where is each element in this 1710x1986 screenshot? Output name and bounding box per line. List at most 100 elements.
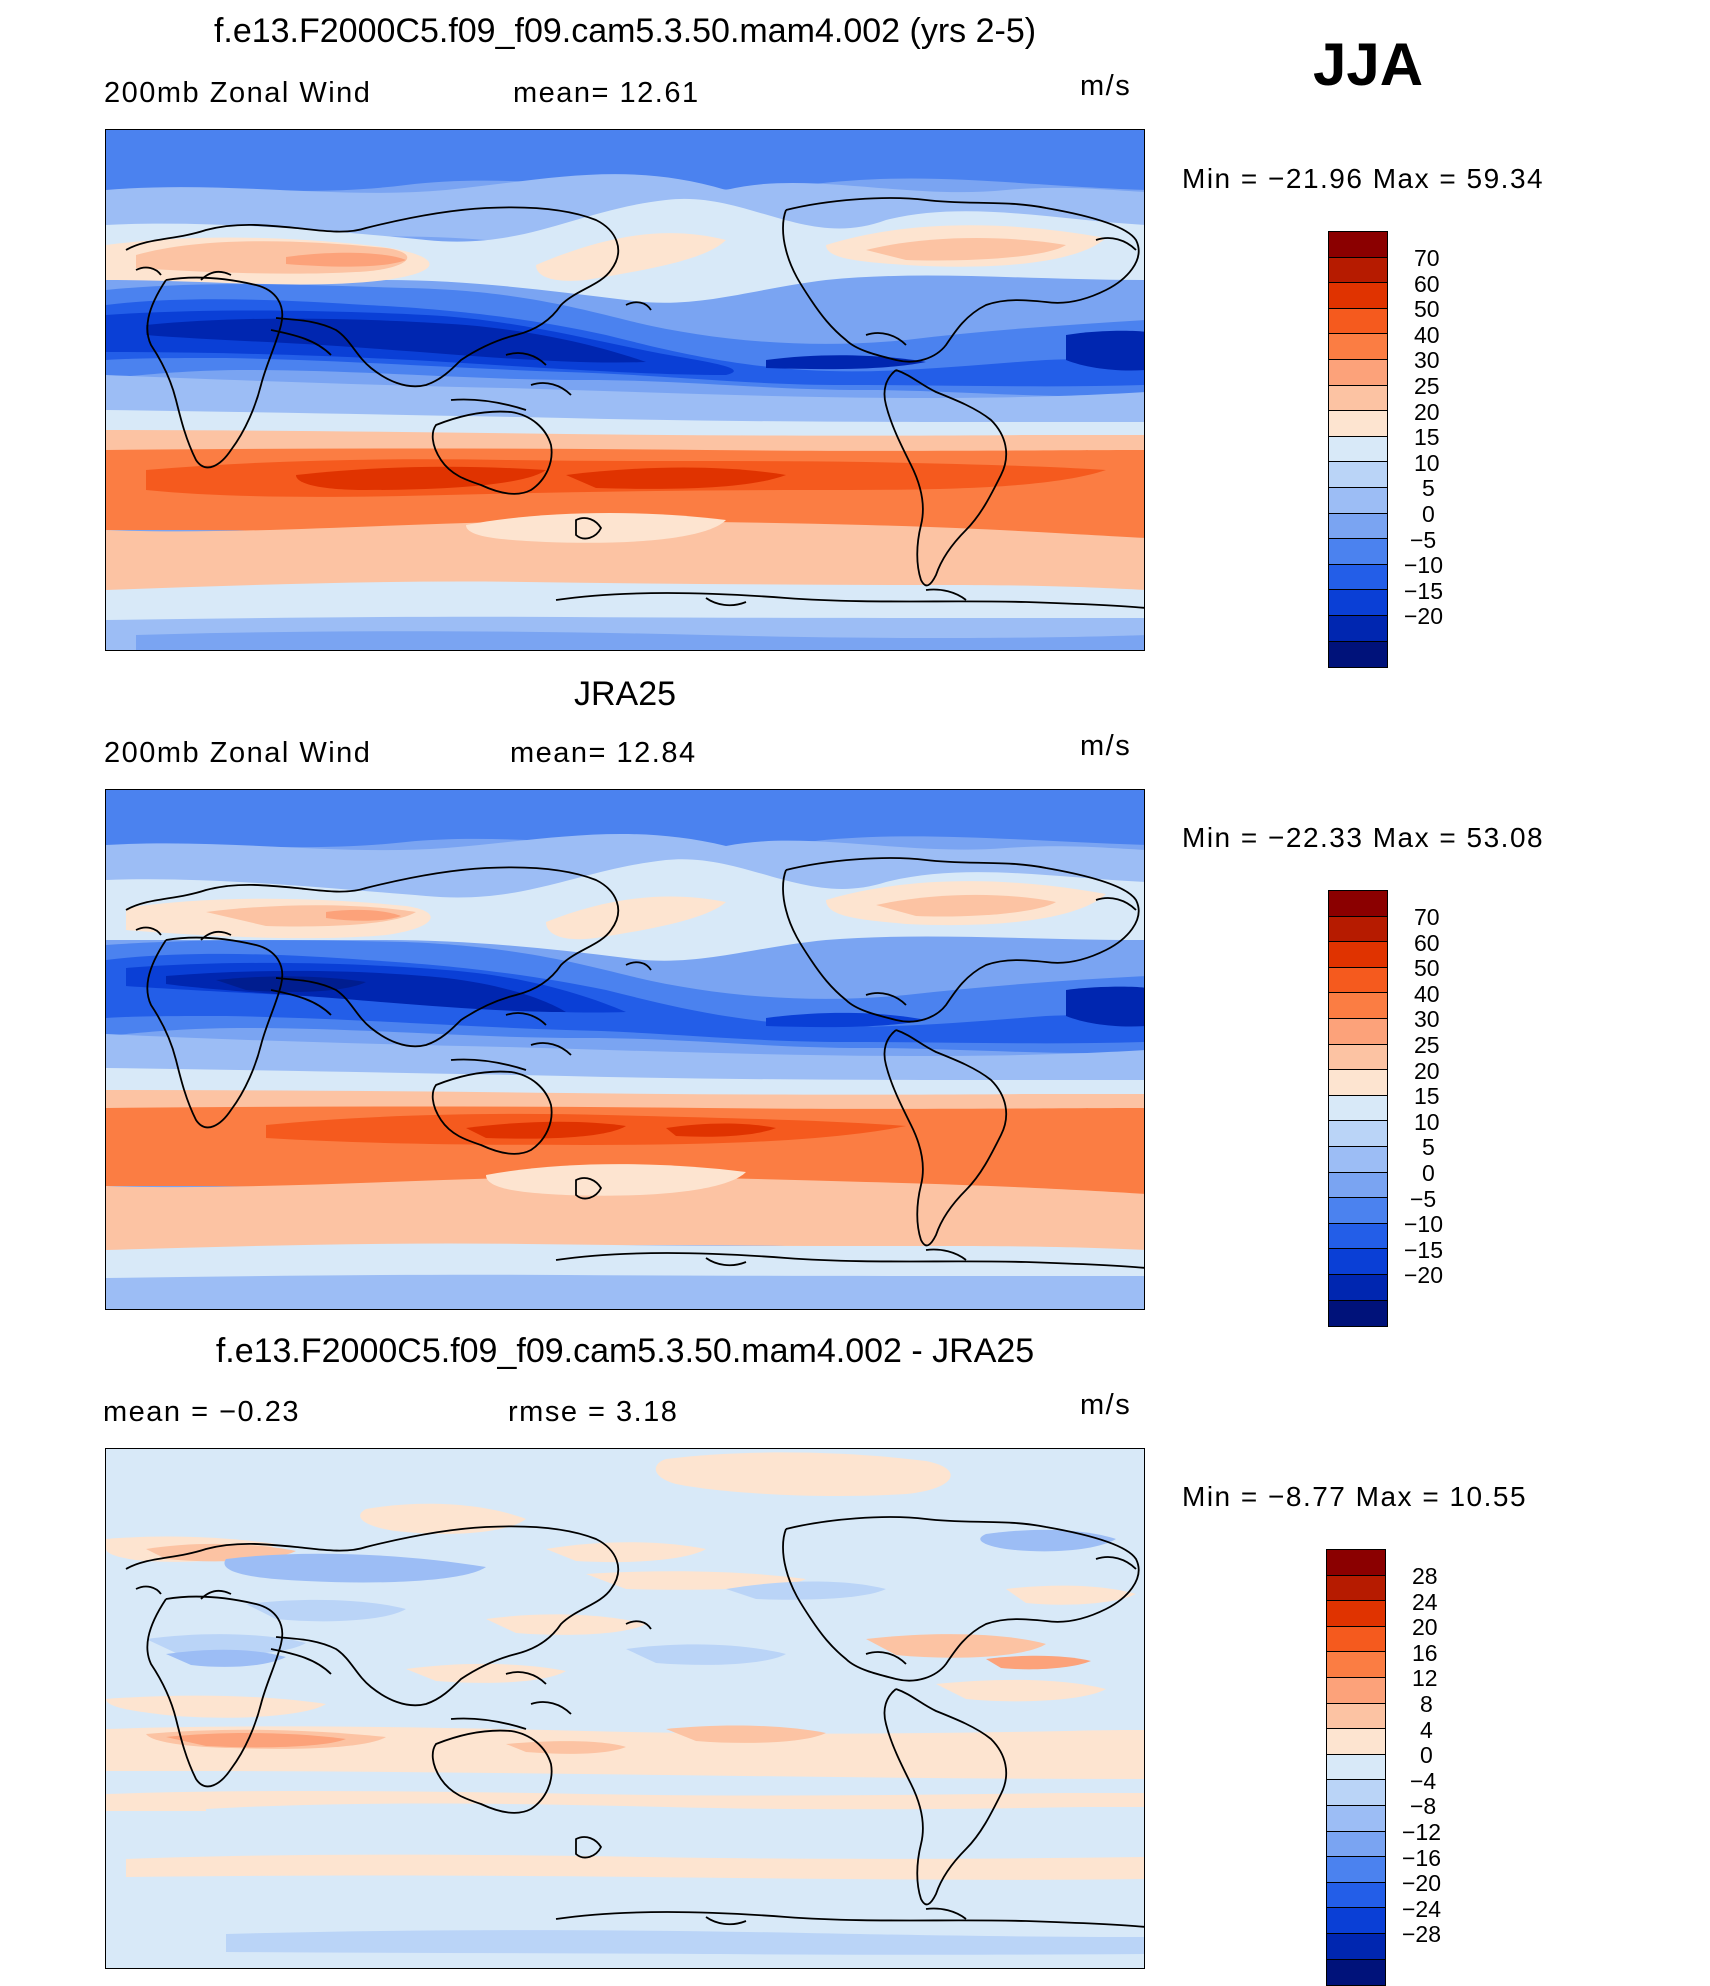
- panel-3-units: m/s: [1080, 1389, 1132, 1421]
- panel-3-tick: −16: [1402, 1845, 1442, 1871]
- panel-3-colorbar-swatch: [1327, 1729, 1385, 1755]
- panel-2-colorbar-swatch: [1329, 993, 1387, 1019]
- panel-1-colorbar-swatch: [1329, 436, 1387, 463]
- panel-3-tick: −28: [1402, 1921, 1442, 1947]
- panel-2-colorbar-swatch: [1329, 1300, 1387, 1327]
- panel-3-colorbar-swatch: [1327, 1933, 1385, 1960]
- panel-1-tick: −10: [1404, 552, 1444, 578]
- panel-1-minmax: Min = −21.96 Max = 59.34: [1182, 163, 1545, 194]
- panel-2-colorbar-swatch: [1329, 1070, 1387, 1096]
- panel-3-colorbar-swatch: [1327, 1959, 1385, 1986]
- panel-2-colorbar-swatch: [1329, 891, 1387, 917]
- panel-2-colorbar-swatch: [1329, 1146, 1387, 1173]
- panel-2-tick: 60: [1414, 930, 1440, 956]
- panel-3-tick: −12: [1402, 1819, 1442, 1845]
- panel-1-colorbar-swatch: [1329, 232, 1387, 258]
- panel-3-colorbar-swatch: [1327, 1908, 1385, 1934]
- panel-3-colorbar-swatch: [1327, 1780, 1385, 1806]
- panel-3-colorbar-swatch: [1327, 1677, 1385, 1704]
- panel-3-tick: 20: [1412, 1614, 1438, 1640]
- panel-2-colorbar-swatch: [1329, 1121, 1387, 1147]
- panel-2-colorbar-swatch: [1329, 942, 1387, 968]
- panel-1-colorbar-swatch: [1329, 615, 1387, 642]
- panel-1-tick: 40: [1414, 322, 1440, 348]
- panel-3-colorbar-swatch: [1327, 1601, 1385, 1627]
- panel-2-colorbar: [1328, 890, 1388, 1328]
- panel-2-title: JRA25: [573, 675, 677, 713]
- panel-2-minmax: Min = −22.33 Max = 53.08: [1182, 822, 1545, 853]
- panel-1-tick: 25: [1414, 373, 1440, 399]
- panel-2-tick: 30: [1414, 1006, 1440, 1032]
- panel-3-colorbar-swatch: [1327, 1626, 1385, 1653]
- panel-3-tick: 0: [1420, 1742, 1433, 1768]
- panel-2-tick: 0: [1422, 1160, 1435, 1186]
- panel-3-tick: 4: [1420, 1717, 1433, 1743]
- panel-2-tick: −10: [1404, 1211, 1444, 1237]
- panel-2-colorbar-swatch: [1329, 916, 1387, 943]
- panel-3-tick: −4: [1410, 1768, 1437, 1794]
- panel-1-tick: 5: [1422, 475, 1435, 501]
- panel-2-mean-label: mean= 12.84: [510, 737, 697, 769]
- panel-1-colorbar-swatch: [1329, 462, 1387, 488]
- panel-2-left-label: 200mb Zonal Wind: [104, 737, 372, 769]
- panel-3-colorbar-swatch: [1327, 1857, 1385, 1883]
- panel-2-tick: 25: [1414, 1032, 1440, 1058]
- panel-3-tick: 16: [1412, 1640, 1438, 1666]
- panel-1-mean-label: mean= 12.61: [513, 77, 700, 109]
- panel-1-tick: 50: [1414, 296, 1440, 322]
- panel-3-contour-plot: [106, 1449, 1144, 1968]
- panel-1-colorbar-swatch: [1329, 334, 1387, 360]
- panel-1-colorbar: [1328, 231, 1388, 669]
- panel-2-colorbar-swatch: [1329, 1172, 1387, 1199]
- panel-2-units: m/s: [1080, 730, 1132, 762]
- panel-1-colorbar-swatch: [1329, 564, 1387, 591]
- panel-1-colorbar-swatch: [1329, 257, 1387, 284]
- panel-1-map: [105, 129, 1145, 651]
- panel-2-colorbar-swatch: [1329, 1249, 1387, 1275]
- panel-1-colorbar-swatch: [1329, 359, 1387, 386]
- panel-3-tick: −24: [1402, 1896, 1442, 1922]
- panel-1-tick: 30: [1414, 347, 1440, 373]
- panel-2-colorbar-swatch: [1329, 1223, 1387, 1250]
- panel-2-tick: 10: [1414, 1109, 1440, 1135]
- panel-2-colorbar-swatch: [1329, 1018, 1387, 1045]
- panel-3-colorbar-swatch: [1327, 1831, 1385, 1858]
- panel-3-colorbar-swatch: [1327, 1882, 1385, 1909]
- panel-3-tick: −20: [1402, 1870, 1442, 1896]
- panel-3-colorbar-swatch: [1327, 1575, 1385, 1602]
- panel-2-tick: −5: [1410, 1186, 1437, 1212]
- panel-1-tick: −15: [1404, 578, 1444, 604]
- panel-3-tick: 12: [1412, 1665, 1438, 1691]
- season-label: JJA: [1313, 31, 1424, 98]
- panel-3-rmse-label: rmse = 3.18: [508, 1396, 679, 1428]
- panel-1-tick: 20: [1414, 399, 1440, 425]
- panel-2-map: [105, 789, 1145, 1310]
- panel-1-contour-plot: [106, 130, 1144, 650]
- panel-3-map: [105, 1448, 1145, 1969]
- panel-3-colorbar: [1326, 1549, 1386, 1986]
- panel-2-colorbar-swatch: [1329, 1095, 1387, 1122]
- panel-1-units: m/s: [1080, 70, 1132, 102]
- panel-3-mean-label: mean = −0.23: [103, 1396, 300, 1428]
- panel-2-contour-plot: [106, 790, 1144, 1309]
- panel-1-colorbar-swatch: [1329, 411, 1387, 437]
- panel-1-tick: −5: [1410, 527, 1437, 553]
- panel-1-colorbar-swatch: [1329, 590, 1387, 616]
- panel-1-colorbar-swatch: [1329, 487, 1387, 514]
- panel-3-colorbar-swatch: [1327, 1550, 1385, 1576]
- panel-3-tick: −8: [1410, 1793, 1437, 1819]
- panel-2-tick: 20: [1414, 1058, 1440, 1084]
- panel-2-tick: 15: [1414, 1083, 1440, 1109]
- panel-3-title: f.e13.F2000C5.f09_f09.cam5.3.50.mam4.002…: [215, 1332, 1035, 1370]
- panel-2-tick: 50: [1414, 955, 1440, 981]
- panel-3-colorbar-swatch: [1327, 1652, 1385, 1678]
- panel-2-colorbar-swatch: [1329, 1044, 1387, 1071]
- panel-1-colorbar-swatch: [1329, 308, 1387, 335]
- panel-3-colorbar-swatch: [1327, 1703, 1385, 1730]
- panel-1-tick: 70: [1414, 245, 1440, 271]
- panel-2-tick: 5: [1422, 1134, 1435, 1160]
- panel-3-colorbar-swatch: [1327, 1805, 1385, 1832]
- panel-1-tick: 10: [1414, 450, 1440, 476]
- panel-1-colorbar-swatch: [1329, 385, 1387, 412]
- panel-2-tick: −15: [1404, 1237, 1444, 1263]
